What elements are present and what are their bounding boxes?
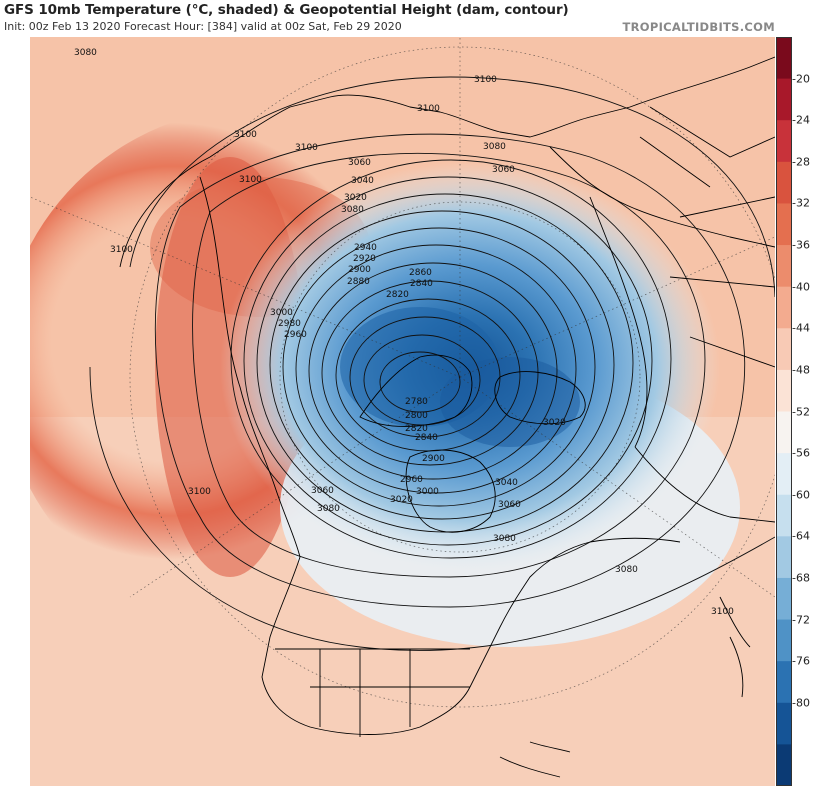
colorbar-tick: -32 <box>792 196 810 210</box>
colorbar-swatch <box>776 702 792 745</box>
polar-map: 3080 3100 3100 3100 3100 3080 3060 3040 … <box>30 37 775 786</box>
colorbar-swatch <box>776 161 792 205</box>
contour-label: 2960 <box>400 475 423 485</box>
contour-label: 2780 <box>405 397 428 407</box>
contour-label: 2800 <box>405 411 428 421</box>
colorbar-tick: -40 <box>792 280 810 294</box>
contour-label: 3080 <box>615 565 638 575</box>
colorbar-swatch <box>776 37 792 80</box>
colorbar-tick: -52 <box>792 405 810 418</box>
contour-label: 2820 <box>386 290 409 300</box>
colorbar-tick: -80 <box>792 696 810 710</box>
colorbar-swatch <box>776 78 792 121</box>
colorbar-swatch <box>776 286 792 329</box>
contour-label: 3100 <box>110 245 133 255</box>
contour-label: 3100 <box>417 104 440 114</box>
contour-label: 2940 <box>354 243 377 253</box>
colorbar-swatch <box>776 245 792 288</box>
contour-label: 3080 <box>74 48 97 58</box>
contour-label: 3100 <box>188 487 211 497</box>
colorbar-swatch <box>776 494 792 537</box>
contour-label: 3040 <box>495 478 518 488</box>
contour-label: 3020 <box>344 193 367 203</box>
contour-label: 2960 <box>284 330 307 340</box>
contour-label: 3080 <box>317 504 340 514</box>
colorbar-swatch <box>776 536 792 579</box>
colorbar-swatch <box>776 577 792 621</box>
contour-label: 3060 <box>492 165 515 175</box>
map-title: GFS 10mb Temperature (°C, shaded) & Geop… <box>4 2 569 18</box>
colorbar-tick: -60 <box>792 488 810 502</box>
contour-label: 3000 <box>270 308 293 318</box>
colorbar-tick: -28 <box>792 155 810 169</box>
contour-label: 3100 <box>474 75 497 85</box>
contour-label: 3080 <box>341 205 364 215</box>
contour-label: 2880 <box>347 277 370 287</box>
contour-label: 3100 <box>234 130 257 140</box>
contour-label: 2900 <box>348 265 371 275</box>
colorbar-swatch <box>776 328 792 371</box>
height-contours <box>89 76 775 651</box>
contour-label: 3100 <box>295 143 318 153</box>
contour-label: 3060 <box>311 486 334 496</box>
colorbar-swatch <box>776 411 792 454</box>
contour-label: 2860 <box>409 268 432 278</box>
colorbar-tick: -48 <box>792 363 810 377</box>
colorbar-swatch <box>776 120 792 163</box>
contour-label: 3000 <box>416 487 439 497</box>
colorbar-swatch <box>776 453 792 496</box>
colorbar-frame <box>776 37 792 786</box>
contour-label: 3020 <box>390 495 413 505</box>
colorbar-tick: -44 <box>792 321 810 335</box>
contour-label: 2840 <box>415 433 438 443</box>
contour-label: 3100 <box>711 607 734 617</box>
forecast-info: Init: 00z Feb 13 2020 Forecast Hour: [38… <box>4 20 402 33</box>
colorbar-tick: -68 <box>792 571 810 585</box>
contour-label: 2820 <box>405 424 428 434</box>
colorbar-tick: -20 <box>792 72 810 86</box>
colorbar-swatch <box>776 619 792 662</box>
colorbar-swatch <box>776 744 792 786</box>
colorbar-labels: -20 -24 -28 -32 -36 -40 -44 -48 -52 -56 … <box>792 37 819 786</box>
graticule <box>30 37 775 708</box>
colorbar-tick: -36 <box>792 238 810 252</box>
contour-label: 2900 <box>422 454 445 464</box>
contour-label: 3020 <box>543 418 566 428</box>
brand-watermark[interactable]: TROPICALTIDBITS.COM <box>622 20 775 34</box>
colorbar-tick: -24 <box>792 113 810 127</box>
coastlines <box>119 56 775 778</box>
contour-labels: 3080 3100 3100 3100 3100 3080 3060 3040 … <box>74 48 734 617</box>
contour-label: 2980 <box>278 319 301 329</box>
colorbar-swatch <box>776 369 792 413</box>
contour-label: 2920 <box>353 254 376 264</box>
contour-label: 3060 <box>498 500 521 510</box>
colorbar-tick: -56 <box>792 446 810 460</box>
colorbar-swatch <box>776 661 792 704</box>
contour-label: 3040 <box>351 176 374 186</box>
contour-label: 2840 <box>410 279 433 289</box>
colorbar-tick: -72 <box>792 613 810 627</box>
contour-label: 3080 <box>493 534 516 544</box>
colorbar <box>776 37 792 786</box>
contour-label: 3080 <box>483 142 506 152</box>
colorbar-tick: -76 <box>792 654 810 668</box>
contour-label: 3100 <box>239 175 262 185</box>
colorbar-tick: -64 <box>792 529 810 543</box>
contour-label: 3060 <box>348 158 371 168</box>
colorbar-swatch <box>776 203 792 246</box>
